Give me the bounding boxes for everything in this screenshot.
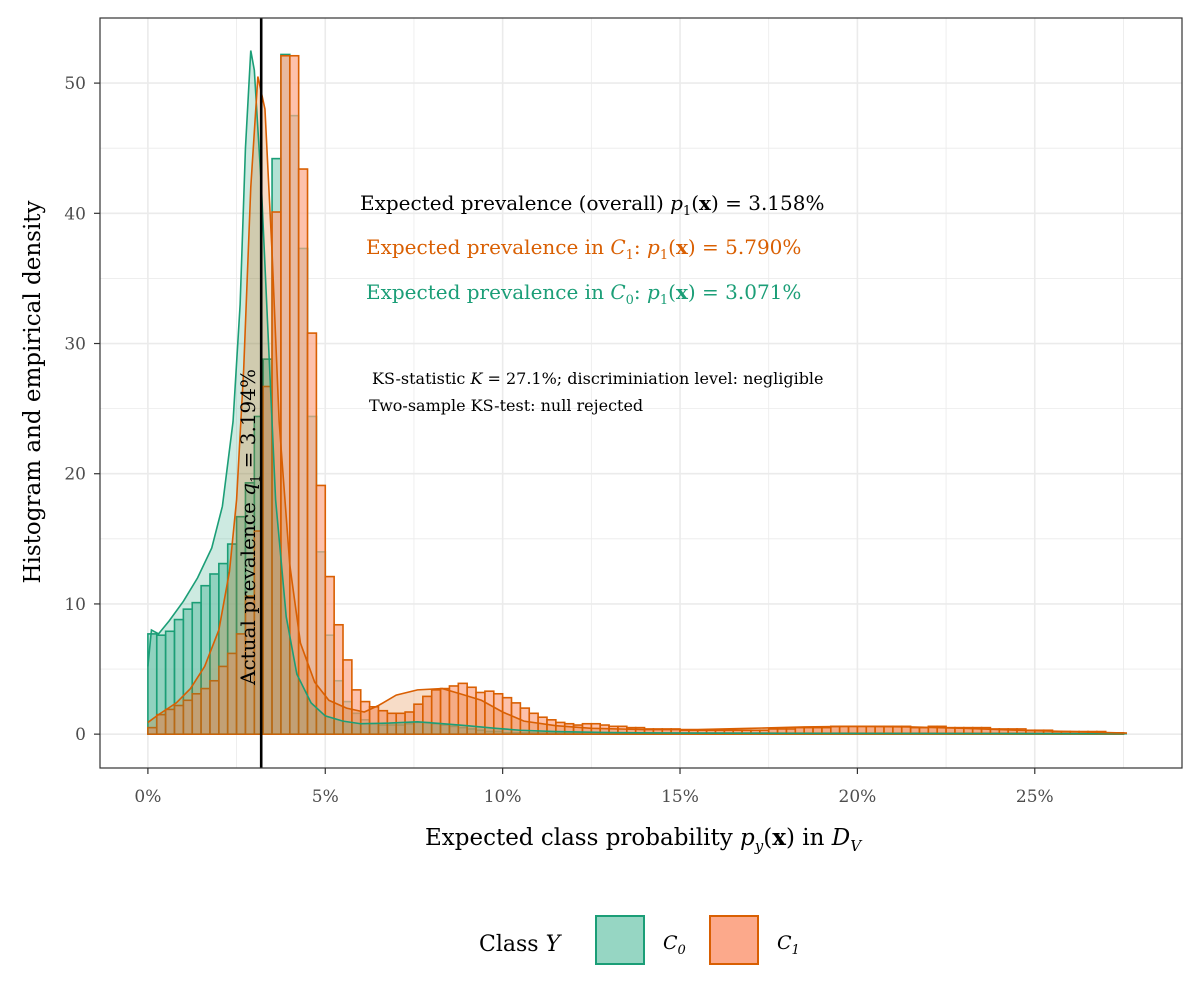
q1-symbol: q <box>236 483 260 496</box>
y-tick-label: 10 <box>64 595 86 615</box>
actual-prevalence-label-a: Actual prevalence <box>236 496 260 686</box>
c1-density-line <box>147 76 1128 734</box>
c1-density-area <box>147 76 1128 735</box>
annotation-ks-statistic: KS-statistic K = 27.1%; discriminiation … <box>372 369 824 388</box>
panel-border <box>99 17 1183 769</box>
x-tick-label: 15% <box>661 787 699 807</box>
legend-key-c0 <box>595 915 645 965</box>
annotation-c0-prevalence: Expected prevalence in C0: p1(x) = 3.071… <box>366 280 801 308</box>
legend-key-c1 <box>709 915 759 965</box>
c0-density-area <box>147 50 1128 735</box>
legend-label-c0: C0 <box>663 932 686 958</box>
y-tick-label: 50 <box>64 74 86 94</box>
actual-prevalence-label: Actual prevalence q1 = 3.194% <box>236 369 264 686</box>
annotation-overall-prevalence: Expected prevalence (overall) p1(x) = 3.… <box>360 191 825 219</box>
y-tick-label: 0 <box>75 725 86 745</box>
legend-title: Class Y <box>479 932 563 957</box>
legend: Class Y C0 C1 <box>479 915 800 965</box>
legend-label-c1: C1 <box>777 932 800 958</box>
x-tick-label: 10% <box>484 787 522 807</box>
c0-density-line <box>147 50 1128 735</box>
density-curves <box>147 50 1128 735</box>
y-tick-label: 30 <box>64 335 86 355</box>
actual-prevalence-label-b: = 3.194% <box>236 369 260 475</box>
x-tick-label: 5% <box>312 787 339 807</box>
q1-subscript: 1 <box>249 475 264 483</box>
y-tick-label: 20 <box>64 465 86 485</box>
grid-lines <box>100 17 1182 768</box>
annotation-ks-test: Two-sample KS-test: null rejected <box>369 396 643 415</box>
x-tick-label: 0% <box>134 787 161 807</box>
y-tick-label: 40 <box>64 204 86 224</box>
annotation-c1-prevalence: Expected prevalence in C1: p1(x) = 5.790… <box>366 235 801 263</box>
y-axis-title: Histogram and empirical density <box>20 200 46 583</box>
axis-ticks: 0% 5% 10% 15% 20% 25% 0 10 20 30 40 50 <box>64 74 1053 807</box>
x-tick-label: 25% <box>1016 787 1054 807</box>
x-tick-label: 20% <box>839 787 877 807</box>
x-axis-title: Expected class probability py(x) in DV <box>425 824 863 855</box>
